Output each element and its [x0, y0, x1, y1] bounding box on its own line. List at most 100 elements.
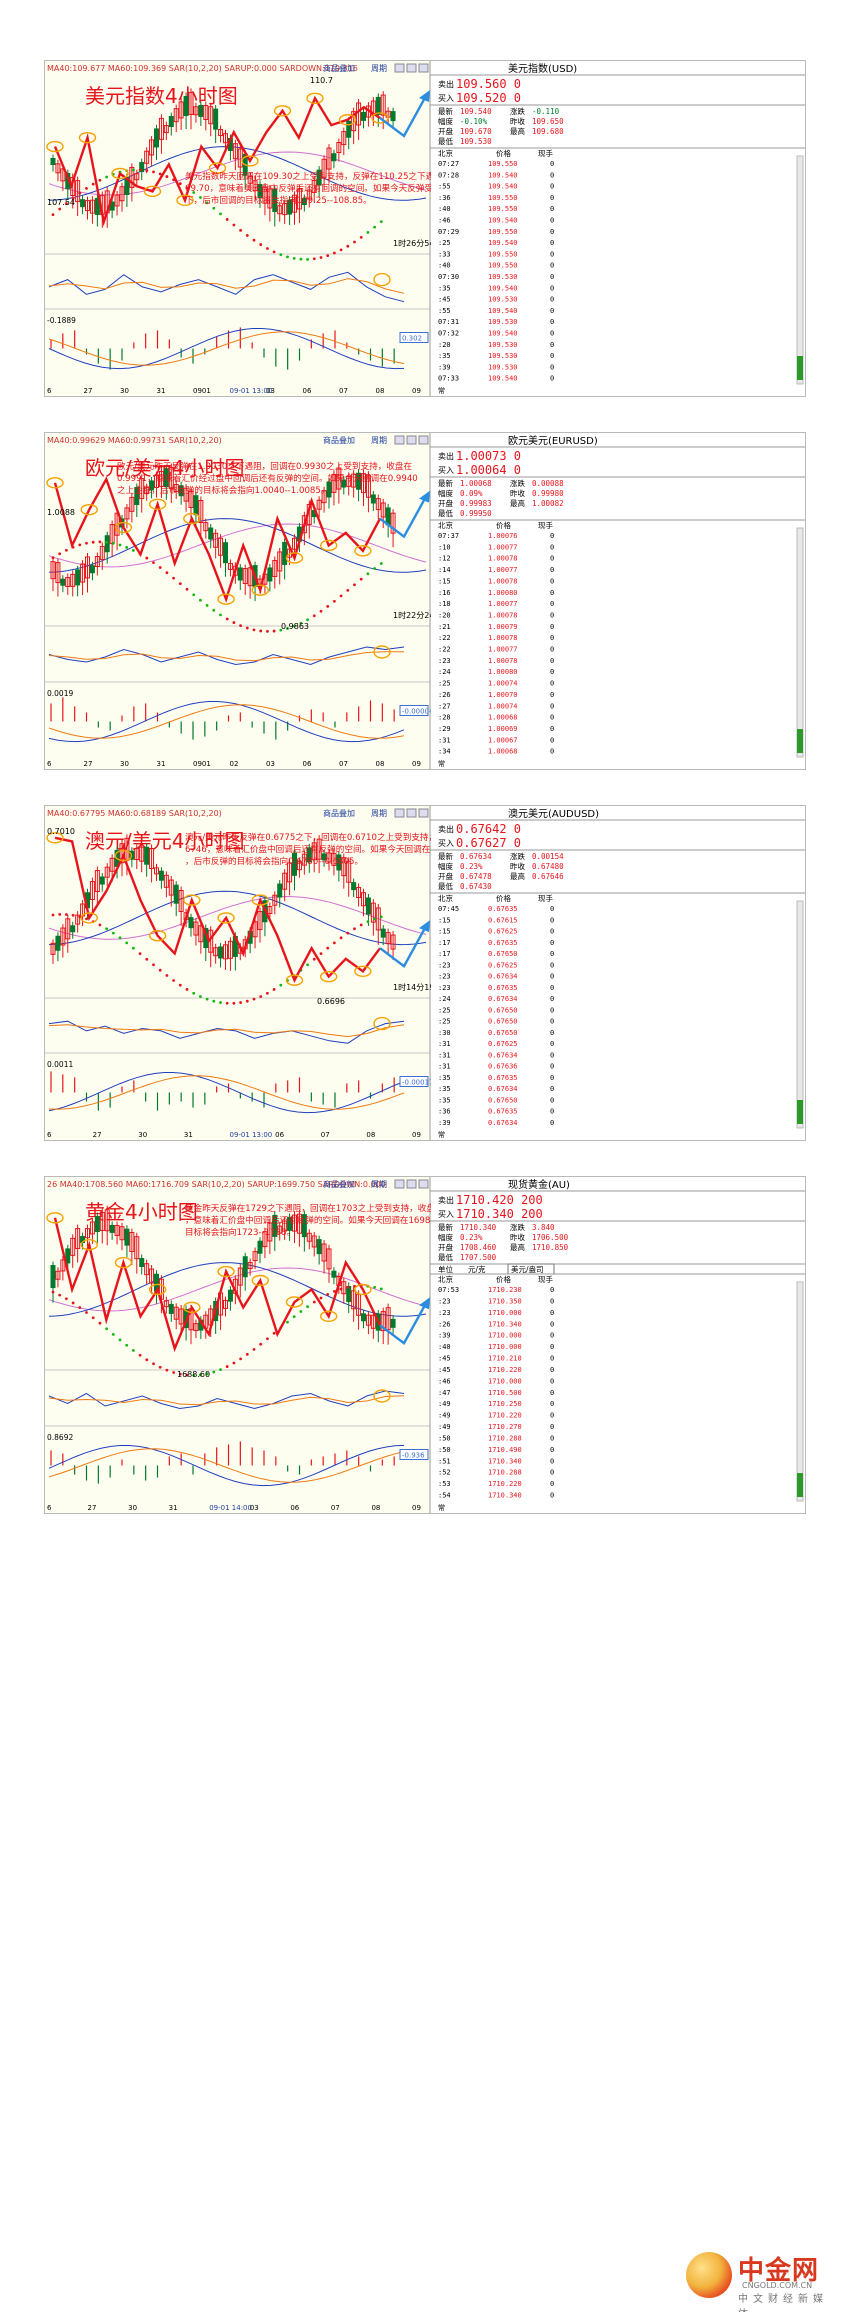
tick-price: 1710.000 [488, 1343, 522, 1351]
footer-label: 常 [438, 386, 445, 395]
high-label: 1.0088 [47, 508, 75, 517]
tick-time: :49 [438, 1412, 451, 1420]
stat-label: 最低 [438, 881, 453, 891]
sar-dot [152, 561, 155, 564]
sar-dot [333, 1290, 336, 1293]
tick-time: :50 [438, 1446, 451, 1454]
tick-vol: 0 [550, 916, 554, 924]
watermark-url: CNGOLD.COM.CN [742, 2281, 813, 2290]
macd-label: -0.1889 [47, 316, 76, 325]
sar-dot [326, 946, 330, 950]
pivot-circle [338, 114, 357, 126]
tick-header-price: 价格 [496, 148, 511, 158]
sar-dot [373, 567, 376, 570]
sar-dot [219, 1001, 222, 1004]
tick-scrollbar[interactable] [796, 900, 804, 1129]
sar-dot [232, 1361, 236, 1365]
sar-dot [185, 587, 189, 591]
candle [336, 854, 342, 871]
candle [365, 1314, 371, 1326]
tick-price: 1.00076 [488, 532, 518, 540]
candle [356, 886, 362, 898]
tick-price: 109.540 [488, 239, 518, 247]
stat-label: 最高 [510, 498, 525, 508]
candle [99, 545, 105, 560]
candle [129, 166, 135, 188]
candle [282, 203, 288, 216]
sar-dot [118, 1338, 122, 1342]
candle [287, 1216, 293, 1231]
sub-line-d [48, 651, 404, 662]
x-tick-label: 09 [412, 1131, 421, 1139]
tick-price: 109.550 [488, 194, 518, 202]
candle [149, 1268, 155, 1284]
toolbar-icon [394, 808, 405, 818]
tick-vol: 0 [550, 736, 554, 744]
stat-label: 最高 [510, 126, 525, 136]
chart-title: 美元指数4小时图 [85, 84, 238, 108]
scroll-thumb[interactable] [797, 1473, 803, 1497]
candle [237, 1267, 243, 1286]
sar-dot [58, 552, 62, 556]
tick-scrollbar[interactable] [796, 527, 804, 758]
stat-label: 最低 [438, 136, 453, 146]
tick-time: :26 [438, 691, 451, 699]
tick-vol: 0 [550, 543, 554, 551]
sell-label: 卖出 [438, 824, 454, 834]
commentary-line: 美元指数昨天回调在109.30之上受到支持，反弹在110.25之下遇阻，收盘在1 [185, 170, 483, 182]
buy-price: 1.00064 0 [456, 463, 521, 477]
candle [252, 180, 258, 192]
tick-vol: 0 [550, 1332, 554, 1340]
scroll-thumb[interactable] [797, 729, 803, 753]
tick-vol: 0 [550, 634, 554, 642]
sar-dot [339, 594, 343, 598]
toolbar-icon [418, 808, 429, 818]
sar-dot [292, 1315, 296, 1319]
stat-value: 0.09% [460, 489, 483, 498]
candle [346, 475, 352, 487]
tick-vol: 0 [550, 1492, 554, 1500]
sub-pivot-circle [373, 1389, 391, 1403]
sar-dot [312, 1300, 316, 1304]
tick-time: :34 [438, 748, 451, 756]
sar-dot [259, 1342, 263, 1346]
tick-time: :35 [438, 1085, 451, 1093]
macd-label: 0.0019 [47, 689, 73, 698]
commentary-line: 09.70，意味着美元盘中反弹后还有回调的空间。如果今天反弹受阻在110.20之 [185, 182, 489, 194]
candle [247, 175, 253, 184]
quote-title: 欧元美元(EURUSD) [508, 434, 598, 447]
tick-scrollbar[interactable] [796, 155, 804, 385]
sar-dot [165, 571, 169, 575]
tick-price: 1710.220 [488, 1366, 522, 1374]
candle [365, 474, 371, 498]
toolbar-icon [418, 1179, 429, 1189]
tick-vol: 0 [550, 1423, 554, 1431]
scroll-thumb[interactable] [797, 356, 803, 380]
pivot-circle [319, 970, 338, 983]
sar-dot [319, 609, 323, 613]
tick-vol: 0 [550, 623, 554, 631]
tick-time: :31 [438, 1051, 451, 1059]
candle [203, 522, 209, 532]
countdown-timer: 1时14分19秒 [393, 982, 442, 992]
candle [109, 1224, 115, 1233]
x-tick-label: 27 [93, 1131, 102, 1139]
tick-price: 109.540 [488, 375, 518, 383]
tick-price: 1710.000 [488, 1332, 522, 1340]
sar-dot [185, 1373, 189, 1377]
scroll-thumb[interactable] [797, 1100, 803, 1124]
candle [65, 576, 71, 587]
stat-label: 昨收 [510, 1232, 525, 1242]
x-tick-label: 03 [250, 1504, 259, 1512]
candle [85, 556, 90, 579]
sar-dot [299, 1310, 303, 1313]
tick-time: 07:27 [438, 160, 459, 168]
tick-header-price: 价格 [496, 893, 511, 903]
tick-price: 0.67634 [488, 973, 518, 981]
tick-time: 07:31 [438, 318, 459, 326]
tick-scrollbar[interactable] [796, 1281, 804, 1502]
sar-dot [292, 624, 296, 628]
sar-dot [145, 169, 149, 172]
candle [75, 1228, 81, 1250]
tick-time: :54 [438, 1492, 451, 1500]
